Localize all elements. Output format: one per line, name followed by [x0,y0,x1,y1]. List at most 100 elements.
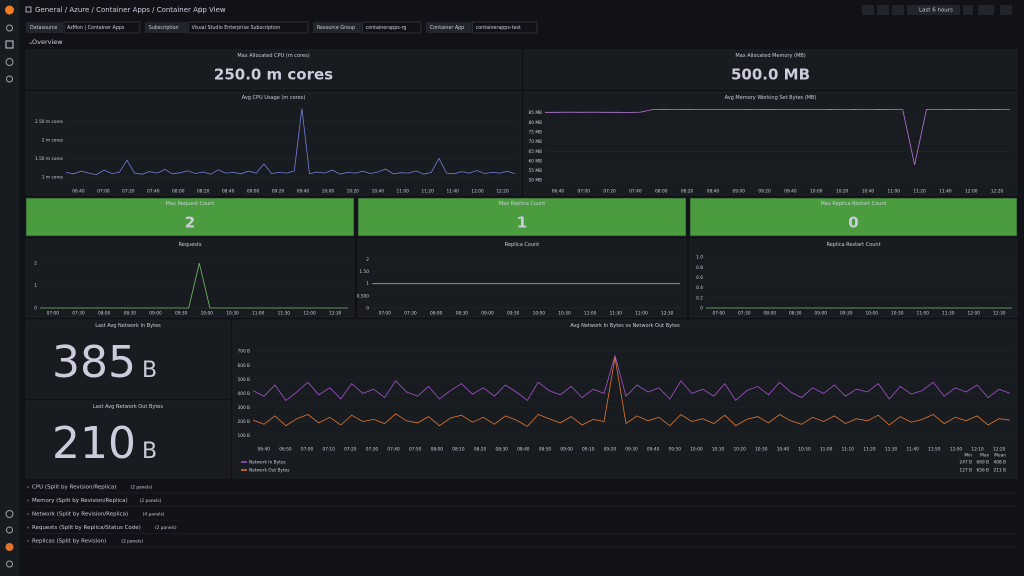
x-tick-label: 08:30 [789,311,802,317]
y-tick-label: 0 [700,306,703,312]
row-chevron[interactable]: › [27,498,29,504]
x-tick-label: 07:40 [147,189,160,195]
panel [25,197,355,237]
x-tick-label: 12:20 [993,447,1006,453]
panel-title[interactable]: Requests [179,242,202,248]
row-title[interactable]: CPU (Split by Revision/Replica) [32,485,116,491]
row-title[interactable]: Network (Split by Revision/Replica) [32,512,128,518]
y-tick-label: 2.50 m cores [35,119,64,125]
legend-header[interactable]: Min [964,453,972,459]
zoom-out-button[interactable] [963,5,973,15]
y-tick-label: 2 [366,257,369,263]
alerting-icon[interactable] [6,75,13,83]
panel-title[interactable]: Avg CPU Usage (m cores) [242,95,306,101]
x-tick-label: 08:30 [496,447,509,453]
panel-title[interactable]: Max Allocated CPU (m cores) [237,53,309,59]
legend-label[interactable]: Network In Bytes [249,460,286,466]
panel [25,49,522,90]
search-icon[interactable] [6,24,13,32]
variable-select[interactable] [63,21,141,34]
stat-value: 1 [517,214,527,232]
legend-header[interactable]: Mean [994,453,1006,459]
x-tick-label: 07:00 [97,189,110,195]
add-panel-button[interactable] [862,5,874,15]
x-tick-label: 08:40 [222,189,235,195]
row-chevron[interactable]: › [27,525,29,531]
legend-label[interactable]: Network Out Bytes [249,468,290,474]
user-avatar[interactable] [5,543,14,551]
x-tick-label: 11:30 [885,447,898,453]
row-chevron[interactable]: › [27,512,29,518]
help-icon[interactable] [6,560,13,568]
x-tick-label: 10:40 [372,189,385,195]
x-tick-label: 12:00 [968,311,981,317]
y-tick-label: 0 [366,306,369,312]
y-tick-label: 0.2 [696,295,703,301]
panel-title[interactable]: Last Avg Network Out Bytes [93,404,163,410]
x-tick-label: 11:20 [863,447,876,453]
row-chevron[interactable]: › [27,485,29,491]
x-tick-label: 08:00 [655,189,668,195]
logo[interactable] [5,5,14,15]
settings-button[interactable] [892,5,904,15]
panel-title[interactable]: Avg Memory Working Set Bytes (MB) [725,95,817,101]
panel-title[interactable]: Last Avg Network In Bytes [95,323,161,329]
admin-icon[interactable] [6,526,13,534]
refresh-button[interactable] [978,5,994,15]
variable-label: Resource Group [317,25,355,31]
panel [523,91,1018,196]
row-title[interactable]: Overview [32,38,63,46]
variable-value[interactable]: containerapps-rg [366,25,407,31]
x-tick-label: 07:30 [366,447,379,453]
row-title[interactable]: Memory (Split by Revision/Replica) [32,498,128,504]
star-icon[interactable]: ☆ [197,6,203,14]
x-tick-label: 09:00 [149,311,162,317]
variable-label: Subscription [149,25,179,31]
legend-header[interactable]: Max [980,453,989,459]
save-button[interactable] [877,5,889,15]
time-range[interactable]: Last 6 hours [919,8,953,14]
panel-title[interactable]: Replica Restart Count [826,242,880,248]
variable-select[interactable] [188,21,309,34]
y-tick-label: 1.50 [359,269,369,275]
x-tick-label: 08:30 [456,311,469,317]
x-tick-label: 11:20 [913,189,926,195]
x-tick-label: 09:30 [625,447,638,453]
variable-value[interactable]: containerapps-test [476,25,521,31]
y-tick-label: 1.50 m cores [35,156,64,162]
row-panel-count: (2 panels) [140,498,162,504]
row-title[interactable]: Requests (Split by Replica/Status Code) [32,525,141,531]
time-picker[interactable] [907,5,960,15]
x-tick-label: 10:20 [836,189,849,195]
x-tick-label: 10:00 [201,311,214,317]
panel-title[interactable]: Avg Network In Bytes vs Network Out Byte… [570,323,680,329]
variable-value[interactable]: Visual Studio Enterprise Subscription [192,25,281,31]
variable-select[interactable] [472,21,538,34]
explore-icon[interactable] [5,58,14,66]
tv-mode-button[interactable] [1000,5,1012,15]
x-tick-label: 07:20 [122,189,135,195]
y-tick-label: 1 [366,281,369,287]
panel-title[interactable]: Max Allocated Memory (MB) [735,53,805,59]
row-title[interactable]: Replicas (Split by Revision) [32,539,106,545]
x-tick-label: 08:00 [764,311,777,317]
panel-title[interactable]: Max Replica Restart Count [820,201,886,207]
row-chevron[interactable]: ⌄ [28,38,33,46]
panel-title[interactable]: Max Request Count [166,201,215,207]
y-tick-label: 80 MB [529,120,543,126]
settings-icon[interactable] [5,510,14,518]
y-tick-label: 55 MB [529,168,543,174]
row-chevron[interactable]: › [27,539,29,545]
variable-value[interactable]: AzMon | Container Apps [67,25,125,31]
panel-title[interactable]: Max Replica Count [499,201,545,207]
breadcrumb[interactable]: General / Azure / Container Apps / Conta… [35,6,226,14]
dashboards-icon[interactable] [5,40,14,49]
row-panel-count: (2 panels) [121,539,143,545]
x-tick-label: 12:00 [471,189,484,195]
x-tick-label: 10:30 [755,447,768,453]
panel-title[interactable]: Replica Count [505,242,540,248]
x-tick-label: 10:40 [777,447,790,453]
legend-stat: 669 B [976,460,989,466]
variable-select[interactable] [362,21,422,34]
x-tick-label: 09:00 [733,189,746,195]
